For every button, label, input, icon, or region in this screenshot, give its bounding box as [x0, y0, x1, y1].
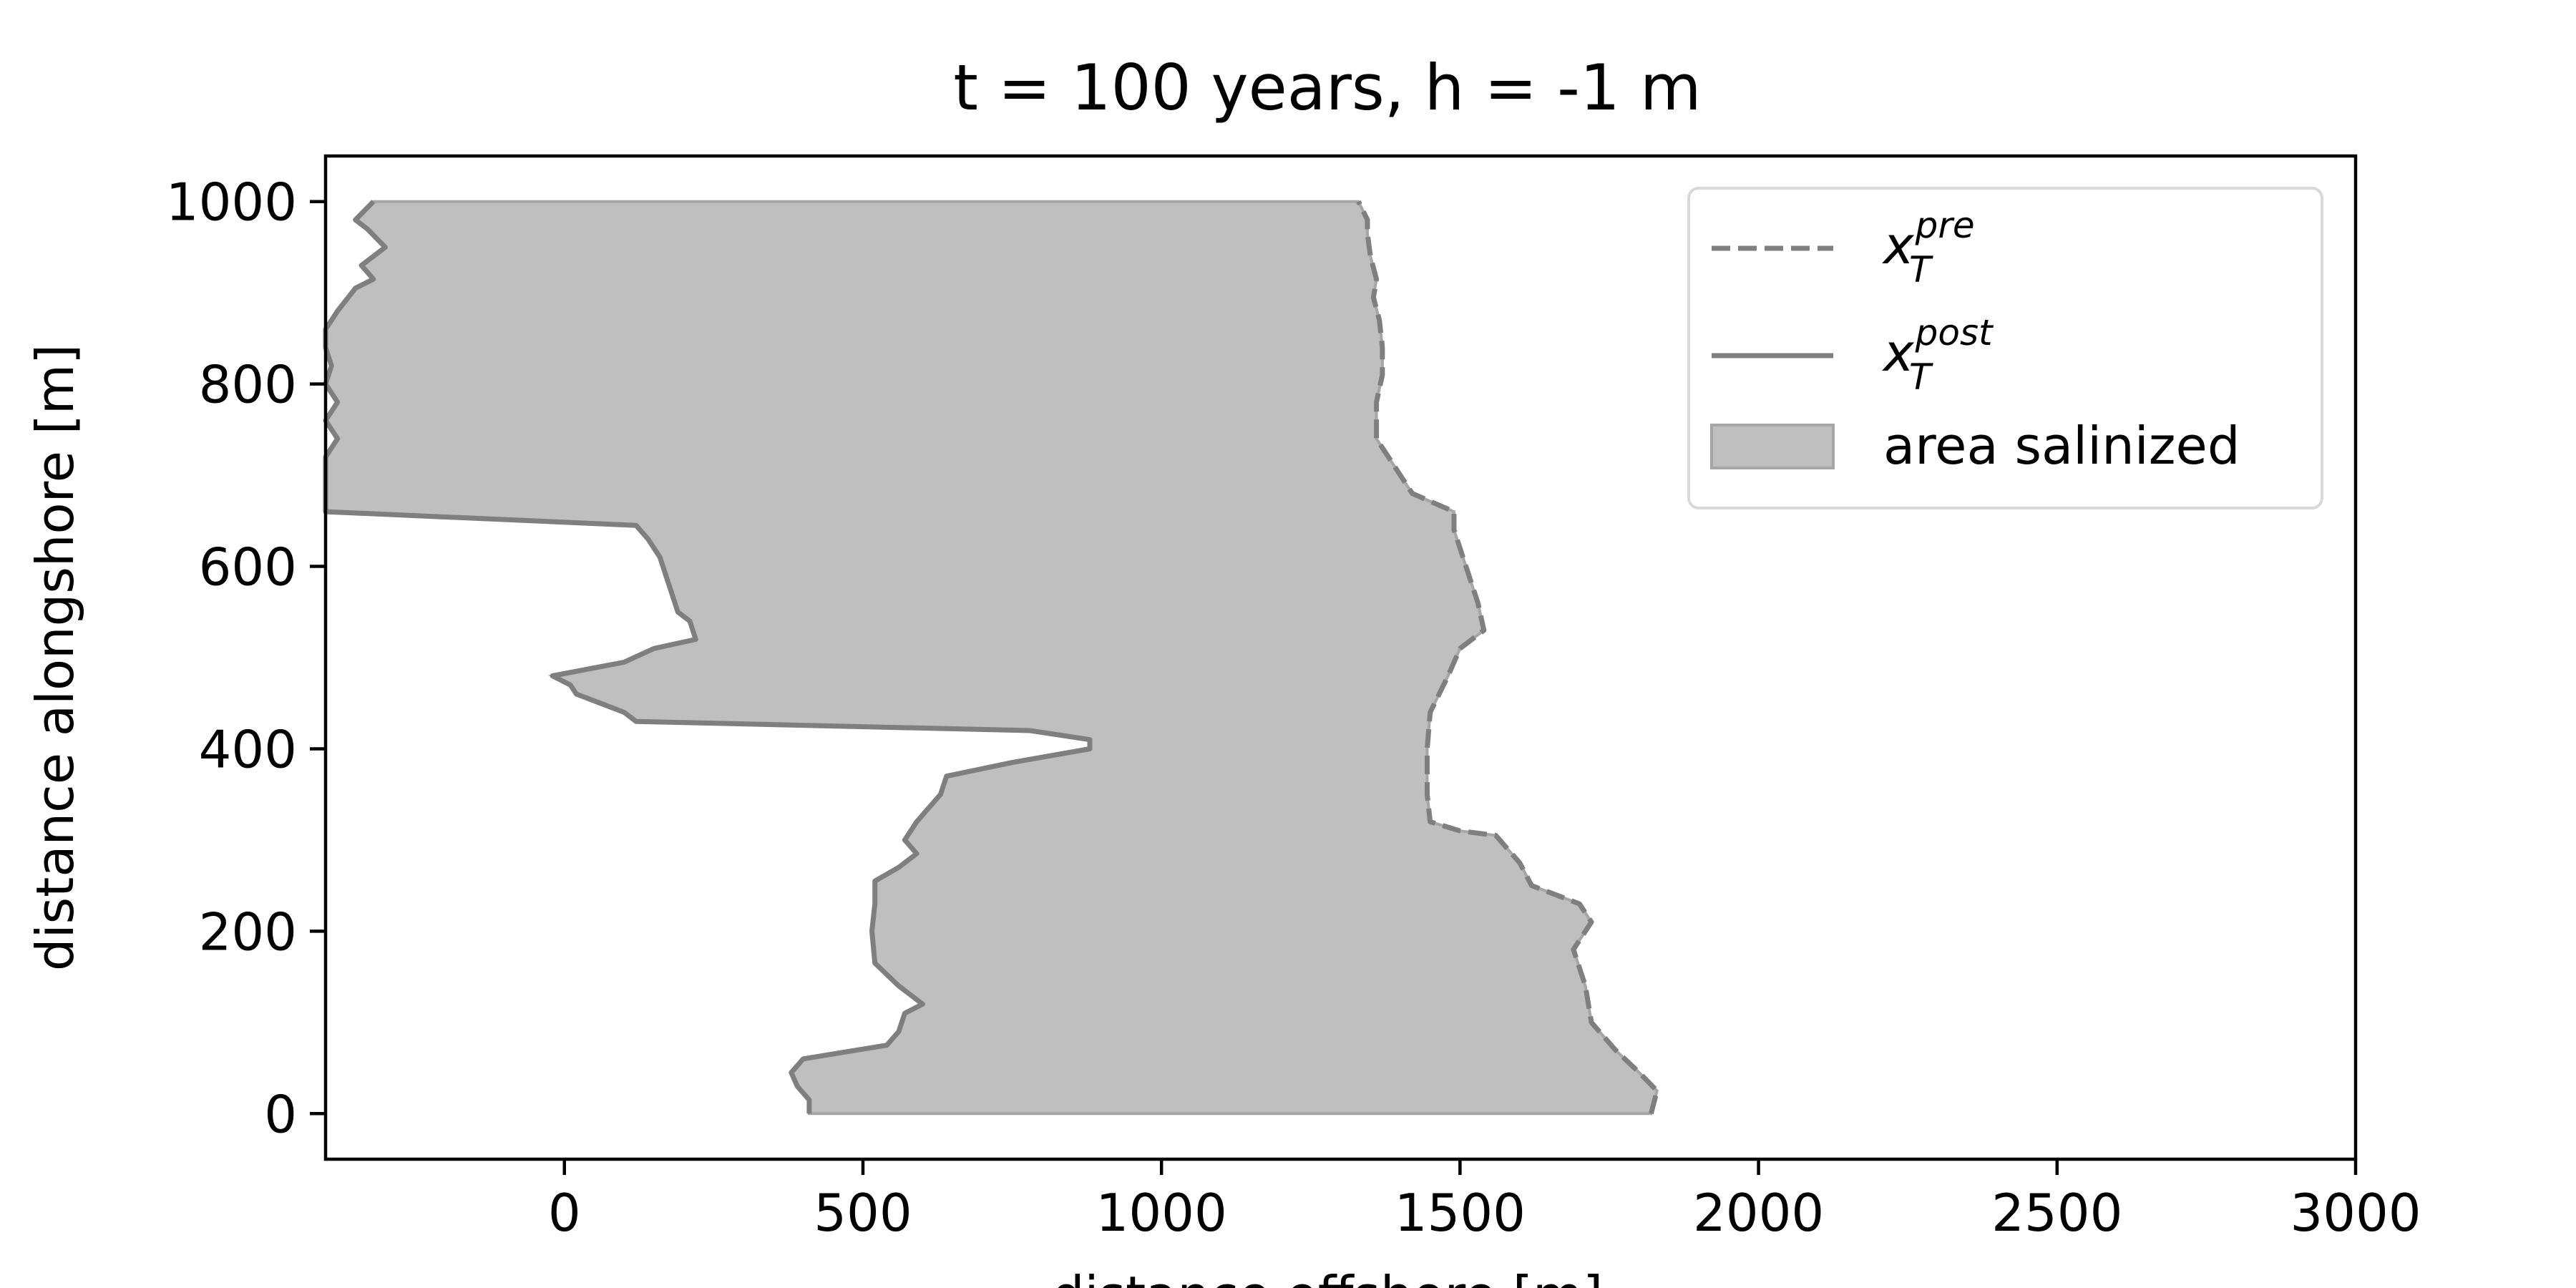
legend: xpre T xpost T area salinized: [1687, 187, 2323, 509]
y-axis-label: distance alongshore [m]: [25, 344, 85, 971]
y-tick-label: 400: [199, 719, 297, 779]
legend-area-swatch: [1710, 424, 1835, 469]
legend-label-x-post-sup: post: [1915, 312, 1994, 353]
x-tick-label: 1000: [1096, 1183, 1227, 1243]
legend-label-x-post-sub: T: [1909, 356, 1933, 398]
legend-label-x-pre-sup: pre: [1915, 205, 1975, 246]
x-tick-label: 3000: [2290, 1183, 2421, 1243]
chart-title: t = 100 years, h = -1 m: [953, 51, 1701, 125]
y-tick-label: 600: [199, 537, 297, 597]
y-tick-label: 200: [199, 902, 297, 962]
y-axis: 0 200 400 600 800 1000: [166, 172, 326, 1144]
legend-label-x-post: xpost T: [1882, 312, 1994, 398]
legend-label-area-salinized: area salinized: [1883, 416, 2240, 476]
legend-label-x-pre-sub: T: [1909, 249, 1933, 291]
y-tick-label: 800: [199, 355, 297, 415]
x-axis: 0 500 1000 1500 2000 2500 3000: [548, 1159, 2421, 1243]
x-tick-label: 2500: [1991, 1183, 2122, 1243]
series-line-x-post: [323, 200, 1093, 1114]
x-tick-label: 1500: [1395, 1183, 1526, 1243]
legend-box: [1687, 187, 2323, 509]
axes-frame: [323, 154, 2358, 1161]
x-axis-label: distance offshore [m]: [1052, 1265, 1603, 1288]
x-tick-label: 0: [548, 1183, 581, 1243]
legend-label-x-pre-base: x: [1882, 215, 1915, 275]
legend-label-x-post-base: x: [1882, 323, 1915, 383]
legend-label-x-pre: xpre T: [1882, 205, 1975, 291]
x-tick-label: 2000: [1693, 1183, 1824, 1243]
y-tick-label: 0: [264, 1084, 297, 1144]
x-tick-label: 500: [814, 1183, 912, 1243]
y-tick-label: 1000: [166, 172, 297, 233]
plot-area: [323, 200, 1660, 1116]
series-line-x-pre: [1356, 200, 1660, 1115]
